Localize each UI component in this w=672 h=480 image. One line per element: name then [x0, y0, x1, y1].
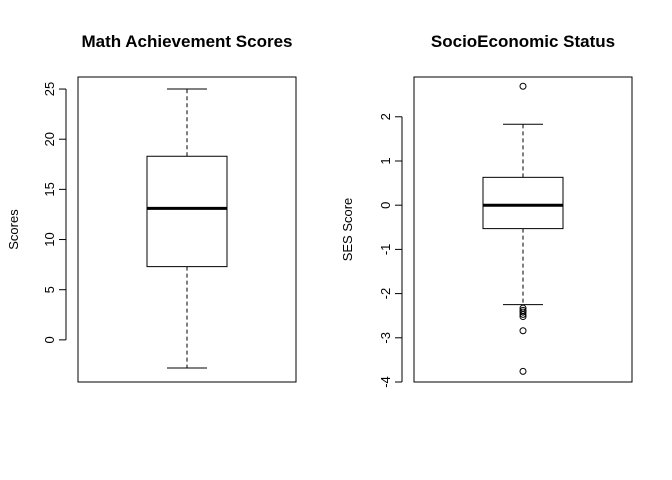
chart-panel-1: Math Achievement Scores 0 5 10 15 20 25 Scores	[6, 32, 297, 383]
iqr-box	[146, 155, 228, 268]
y-tick-label: 0	[378, 202, 393, 209]
y-tick-label: 15	[42, 182, 57, 196]
outlier-point	[519, 313, 527, 321]
y-tick-label: 25	[42, 82, 57, 96]
y-axis-label: Scores	[6, 209, 21, 250]
outlier-point	[519, 308, 527, 316]
y-tick-label: -1	[378, 244, 393, 256]
outlier-point	[519, 310, 527, 318]
plot-frame	[77, 76, 297, 383]
plot-frame	[413, 76, 633, 383]
y-tick-label: -4	[378, 376, 393, 388]
y-tick-label: 2	[378, 113, 393, 120]
outlier-point	[519, 327, 527, 335]
chart-title: SocioEconomic Status	[431, 32, 615, 51]
outlier-point	[519, 367, 527, 375]
outlier-point	[519, 82, 527, 90]
chart-title: Math Achievement Scores	[82, 32, 293, 51]
y-tick-label: -2	[378, 288, 393, 300]
y-tick-label: 0	[42, 336, 57, 343]
y-tick-label: 10	[42, 232, 57, 246]
iqr-box	[482, 176, 564, 230]
y-axis-label: SES Score	[340, 198, 355, 262]
y-tick-label: 1	[378, 157, 393, 164]
chart-panel-2: SocioEconomic Status -4 -3 -2 -1 0 1 2 SES Score	[340, 32, 633, 388]
y-tick-label: 20	[42, 132, 57, 146]
y-tick-label: 5	[42, 286, 57, 293]
y-tick-label: -3	[378, 332, 393, 344]
